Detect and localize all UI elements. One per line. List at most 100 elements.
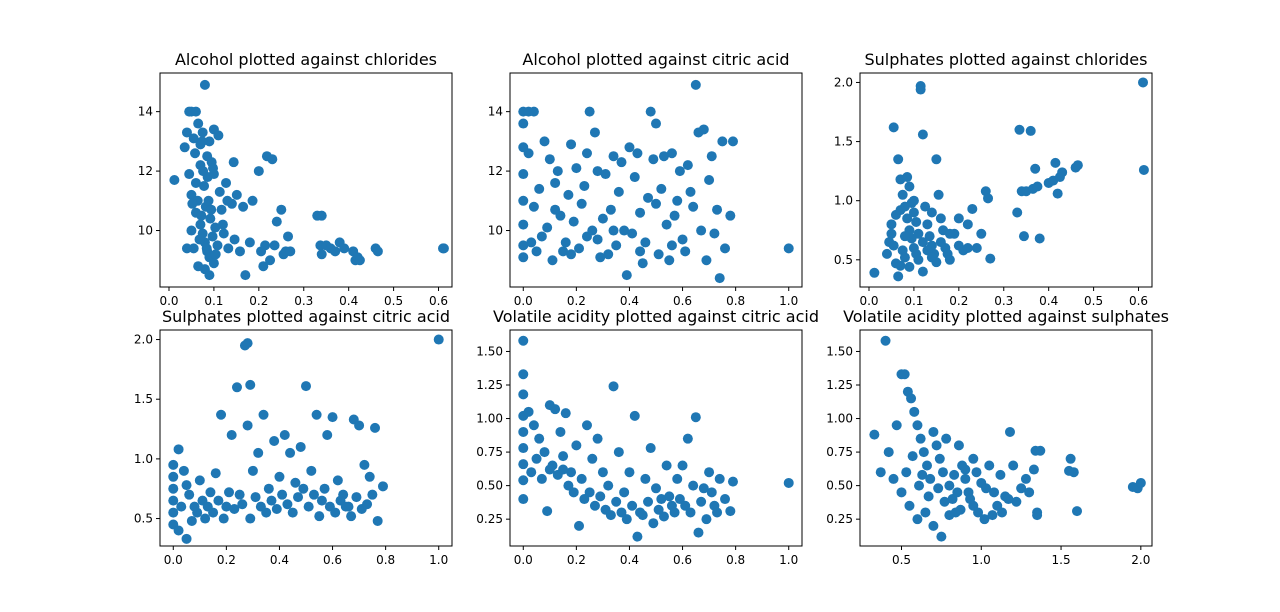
y-tick-label: 0.75	[826, 445, 853, 459]
data-point	[205, 213, 216, 224]
y-tick-label: 1.00	[476, 412, 503, 426]
data-point	[173, 525, 184, 536]
data-point	[260, 240, 271, 251]
data-point	[314, 511, 325, 522]
data-point	[944, 254, 955, 265]
data-point	[283, 231, 294, 242]
data-point	[595, 491, 606, 502]
data-point	[651, 483, 661, 494]
data-point	[1032, 510, 1043, 521]
data-point	[913, 254, 924, 265]
data-point	[359, 459, 370, 470]
data-point	[214, 186, 225, 197]
data-point	[266, 495, 277, 506]
data-point	[218, 228, 229, 239]
data-point	[666, 240, 677, 251]
data-point	[944, 480, 955, 491]
data-point	[276, 204, 287, 215]
data-point	[1020, 473, 1031, 484]
data-point	[891, 420, 902, 431]
data-point	[364, 471, 375, 482]
data-point	[178, 465, 189, 476]
data-point	[330, 507, 341, 518]
data-point	[322, 430, 333, 441]
data-point	[725, 210, 736, 221]
data-point	[203, 195, 214, 206]
data-point	[632, 531, 643, 542]
data-point	[922, 460, 933, 471]
data-point	[581, 148, 592, 159]
data-point	[566, 139, 577, 150]
y-tick-label: 0.25	[476, 512, 503, 526]
data-point	[534, 433, 545, 444]
data-point	[899, 252, 910, 263]
data-point	[589, 500, 600, 511]
data-point	[893, 154, 904, 165]
data-point	[605, 204, 616, 215]
data-point	[184, 169, 195, 180]
data-point	[1004, 426, 1015, 437]
data-point	[1018, 231, 1029, 242]
data-point	[218, 513, 229, 524]
data-point	[222, 195, 233, 206]
data-point	[566, 467, 577, 478]
data-point	[587, 225, 598, 236]
data-point	[550, 404, 561, 415]
data-point	[574, 520, 585, 531]
data-point	[190, 148, 201, 159]
data-point	[1024, 487, 1035, 498]
x-tick-label: 1.0	[779, 294, 798, 308]
data-point	[714, 273, 725, 284]
data-point	[242, 420, 253, 431]
data-point	[632, 148, 643, 159]
scatter-points	[869, 335, 1146, 542]
data-point	[944, 510, 955, 521]
subplot-title: Sulphates plotted against chlorides	[865, 50, 1148, 69]
data-point	[186, 515, 197, 526]
data-point	[658, 151, 669, 162]
data-point	[928, 426, 939, 437]
data-point	[568, 487, 579, 498]
data-point	[895, 260, 906, 271]
data-point	[247, 195, 258, 206]
data-point	[558, 246, 569, 257]
axes-frame	[159, 329, 453, 547]
data-point	[271, 504, 282, 515]
data-point	[611, 240, 622, 251]
data-point	[168, 459, 179, 470]
data-point	[701, 514, 712, 525]
data-point	[624, 467, 635, 478]
data-point	[1072, 160, 1083, 171]
data-point	[637, 510, 648, 521]
data-point	[306, 465, 317, 476]
data-point	[316, 249, 327, 260]
data-point	[941, 433, 952, 444]
data-point	[208, 258, 219, 269]
data-point	[995, 469, 1006, 480]
data-point	[370, 422, 381, 433]
data-point	[924, 231, 935, 242]
data-point	[518, 219, 529, 230]
data-point	[204, 270, 215, 281]
data-point	[915, 84, 926, 95]
data-point	[528, 106, 539, 117]
data-point	[1138, 77, 1149, 88]
data-point	[899, 369, 910, 380]
y-tick-label: 1.25	[826, 378, 853, 392]
data-point	[922, 245, 933, 256]
data-point	[265, 255, 276, 266]
data-point	[584, 487, 595, 498]
data-point	[245, 379, 256, 390]
data-point	[539, 136, 550, 147]
data-point	[672, 195, 683, 206]
data-point	[592, 433, 603, 444]
data-point	[987, 510, 998, 521]
x-tick-label: 0.6	[1129, 294, 1148, 308]
data-point	[973, 507, 984, 518]
data-point	[181, 533, 192, 544]
y-tick-label: 1.00	[826, 412, 853, 426]
x-tick-label: 0.3	[294, 294, 313, 308]
y-tick-label: 0.5	[834, 253, 853, 267]
scatter-points	[518, 335, 794, 542]
data-point	[367, 489, 378, 500]
